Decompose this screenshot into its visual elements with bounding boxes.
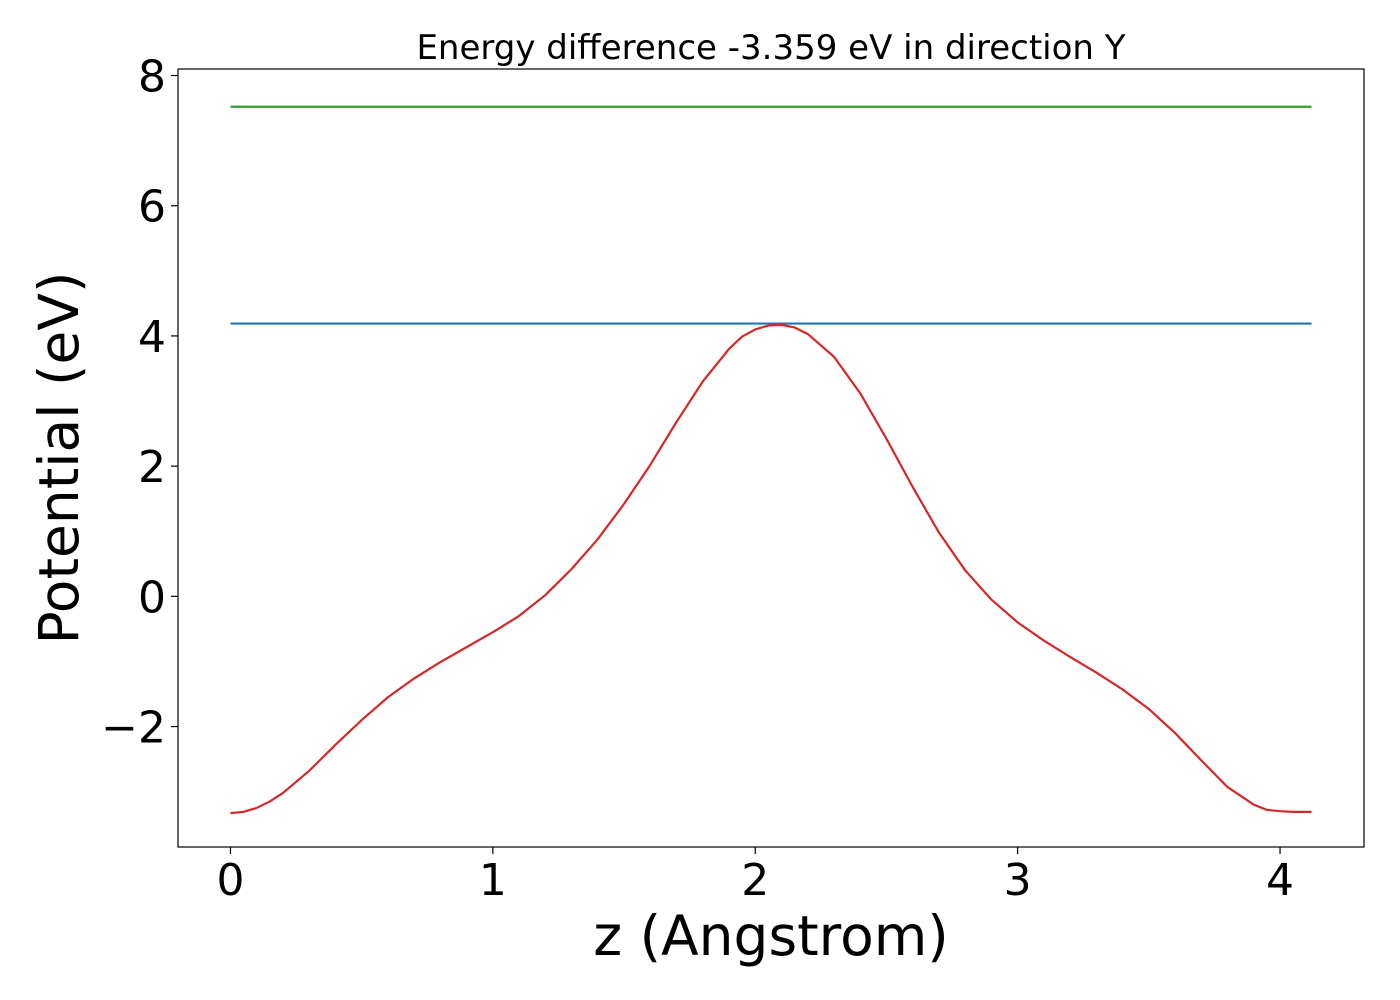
chart-title: Energy difference -3.359 eV in direction… [416,28,1125,68]
y-tick-label: 8 [138,52,166,103]
y-axis: −2 0 2 4 6 8 [101,52,178,754]
x-tick-label: 3 [1004,855,1032,906]
y-tick-label: −2 [101,703,166,754]
y-tick-label: 0 [138,572,166,623]
potential-curve [230,323,1312,815]
y-tick-label: 6 [138,182,166,233]
x-axis: 0 1 2 3 4 [216,847,1294,906]
x-tick-label: 2 [741,855,769,906]
y-tick-label: 4 [138,312,166,363]
series-layer [230,105,1312,815]
x-axis-label: z (Angstrom) [593,904,949,968]
x-tick-label: 0 [216,855,244,906]
plot-frame [177,68,1365,848]
x-tick-label: 1 [479,855,507,906]
y-tick-label: 2 [138,442,166,493]
y-axis-label: Potential (eV) [27,272,91,645]
x-tick-label: 4 [1266,855,1294,906]
